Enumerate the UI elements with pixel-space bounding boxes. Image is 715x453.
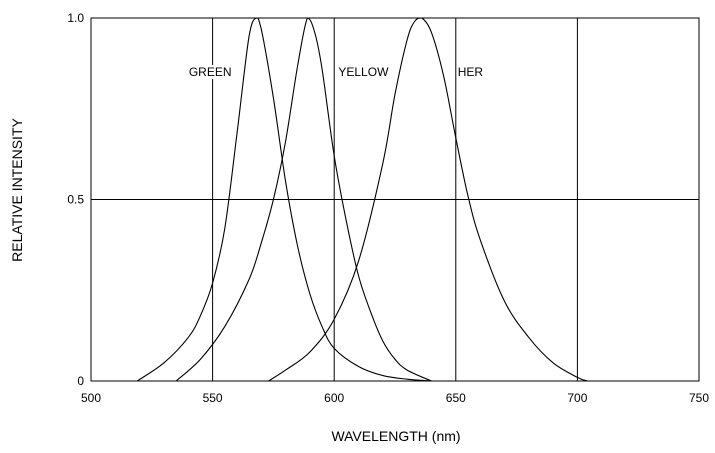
- curve-label-background: [337, 65, 391, 80]
- x-tick-label: 500: [81, 391, 101, 405]
- y-tick-label: 1.0: [67, 11, 84, 25]
- series-line-her: [268, 17, 588, 382]
- curve-label-her: HER: [458, 65, 484, 79]
- label-layer: GREEN YELLOW HER: [187, 65, 485, 80]
- y-tick-label: 0: [77, 374, 84, 388]
- curve-label-green: GREEN: [189, 65, 232, 79]
- curve-label-yellow: YELLOW: [338, 65, 389, 79]
- y-tick-label: 0.5: [67, 193, 84, 207]
- x-tick-label: 700: [567, 391, 587, 405]
- curve-label-background: [456, 65, 485, 80]
- x-tick-label: 600: [324, 391, 344, 405]
- x-tick-label: 550: [203, 391, 223, 405]
- curve-label-background: [187, 65, 233, 80]
- plot-frame: [90, 17, 700, 382]
- x-axis-title: WAVELENGTH (nm): [331, 428, 460, 444]
- curve-layer: [136, 17, 588, 382]
- grid-layer: [91, 18, 699, 381]
- y-axis-title: RELATIVE INTENSITY: [9, 118, 25, 262]
- x-tick-label: 750: [689, 391, 709, 405]
- series-line-green: [136, 17, 432, 382]
- x-tick-label: 650: [446, 391, 466, 405]
- series-line-yellow: [175, 17, 432, 382]
